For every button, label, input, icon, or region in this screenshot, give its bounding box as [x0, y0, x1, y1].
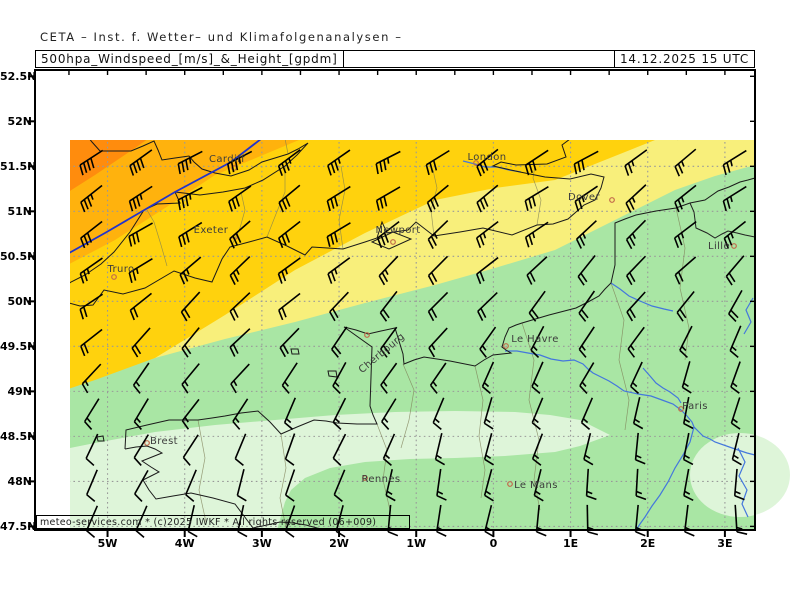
lat-label-48.5N: 48.5N [0, 430, 37, 444]
country-borders [689, 202, 756, 239]
lon-label-1W: 1W [406, 537, 427, 550]
rivers [462, 160, 756, 531]
city-label-cardiff: Cardiff [208, 154, 245, 165]
branding-line: CETA – Inst. f. Wetter– und Klimafolgena… [40, 30, 403, 44]
city-dot-london [473, 160, 479, 166]
speed-band-gold [70, 140, 655, 389]
map-title: 500hpa_Windspeed_[m/s]_&_Height_[gpdm] [36, 51, 344, 67]
windspeed-bands [35, 70, 790, 530]
city-dot-rennes [362, 475, 368, 481]
lon-label-3W: 3W [251, 537, 272, 550]
lon-label-2W: 2W [329, 537, 349, 550]
lat-label-52.5N: 52.5N [0, 70, 37, 84]
lat-label-49N: 49N [7, 385, 32, 399]
regional-boundaries [146, 140, 690, 529]
lon-label-1E: 1E [562, 537, 579, 550]
map-header-bar: 500hpa_Windspeed_[m/s]_&_Height_[gpdm] 1… [35, 50, 755, 68]
lat-label-47.5N: 47.5N [0, 520, 37, 534]
city-label-le-havre: Le Havre [511, 334, 559, 345]
city-dot-cherbourg [364, 332, 370, 338]
speed-band-mint-southwest [70, 411, 610, 530]
city-label-rennes: Rennes [361, 474, 401, 485]
lat-label-48N: 48N [7, 475, 32, 489]
speed-band-amber [70, 140, 299, 264]
map-frame [34, 69, 756, 531]
lat-label-51N: 51N [7, 205, 32, 219]
city-label-lille: Lille [707, 241, 731, 252]
map-datetime: 14.12.2025 15 UTC [614, 51, 754, 67]
lat-label-51.5N: 51.5N [0, 160, 37, 174]
axis-ticks [28, 75, 726, 537]
city-dot-newport [390, 239, 396, 245]
speed-band-red-orange [35, 70, 75, 130]
lon-label-2E: 2E [640, 537, 656, 550]
lon-label-0: 0 [489, 537, 498, 550]
graticule [70, 140, 755, 530]
city-label-le-mans: Le Mans [514, 480, 558, 491]
city-label-paris: Paris [682, 401, 708, 412]
speed-band-orange [70, 140, 147, 191]
map-layers [35, 70, 790, 538]
city-label-exeter: Exeter [193, 225, 229, 236]
attribution: meteo-services.com * (c)2025 IWKF * All … [36, 515, 410, 529]
city-dot-brest [144, 440, 150, 446]
inner-ticks [68, 71, 754, 528]
city-dot-dover [609, 197, 615, 203]
lon-label-5W: 5W [97, 537, 118, 550]
lat-label-52N: 52N [7, 115, 32, 129]
coastlines [70, 140, 756, 531]
city-label-dover: Dover [568, 192, 600, 203]
city-label-truro: Truro [107, 264, 135, 275]
lat-label-49.5N: 49.5N [0, 340, 37, 354]
city-label-brest: Brest [149, 436, 179, 447]
lat-label-50.5N: 50.5N [0, 250, 37, 264]
city-dot-lille [731, 243, 737, 249]
lon-label-4W: 4W [174, 537, 195, 550]
city-dot-paris [678, 406, 684, 412]
city-label-london: London [467, 152, 507, 163]
lat-label-50N: 50N [7, 295, 32, 309]
lon-label-3E: 3E [717, 537, 733, 550]
wind-barbs [79, 140, 748, 538]
city-dot-le-mans [507, 481, 513, 487]
city-label-newport: Newport [375, 225, 421, 236]
city-dot-truro [111, 274, 117, 280]
city-dot-le-havre [503, 343, 509, 349]
